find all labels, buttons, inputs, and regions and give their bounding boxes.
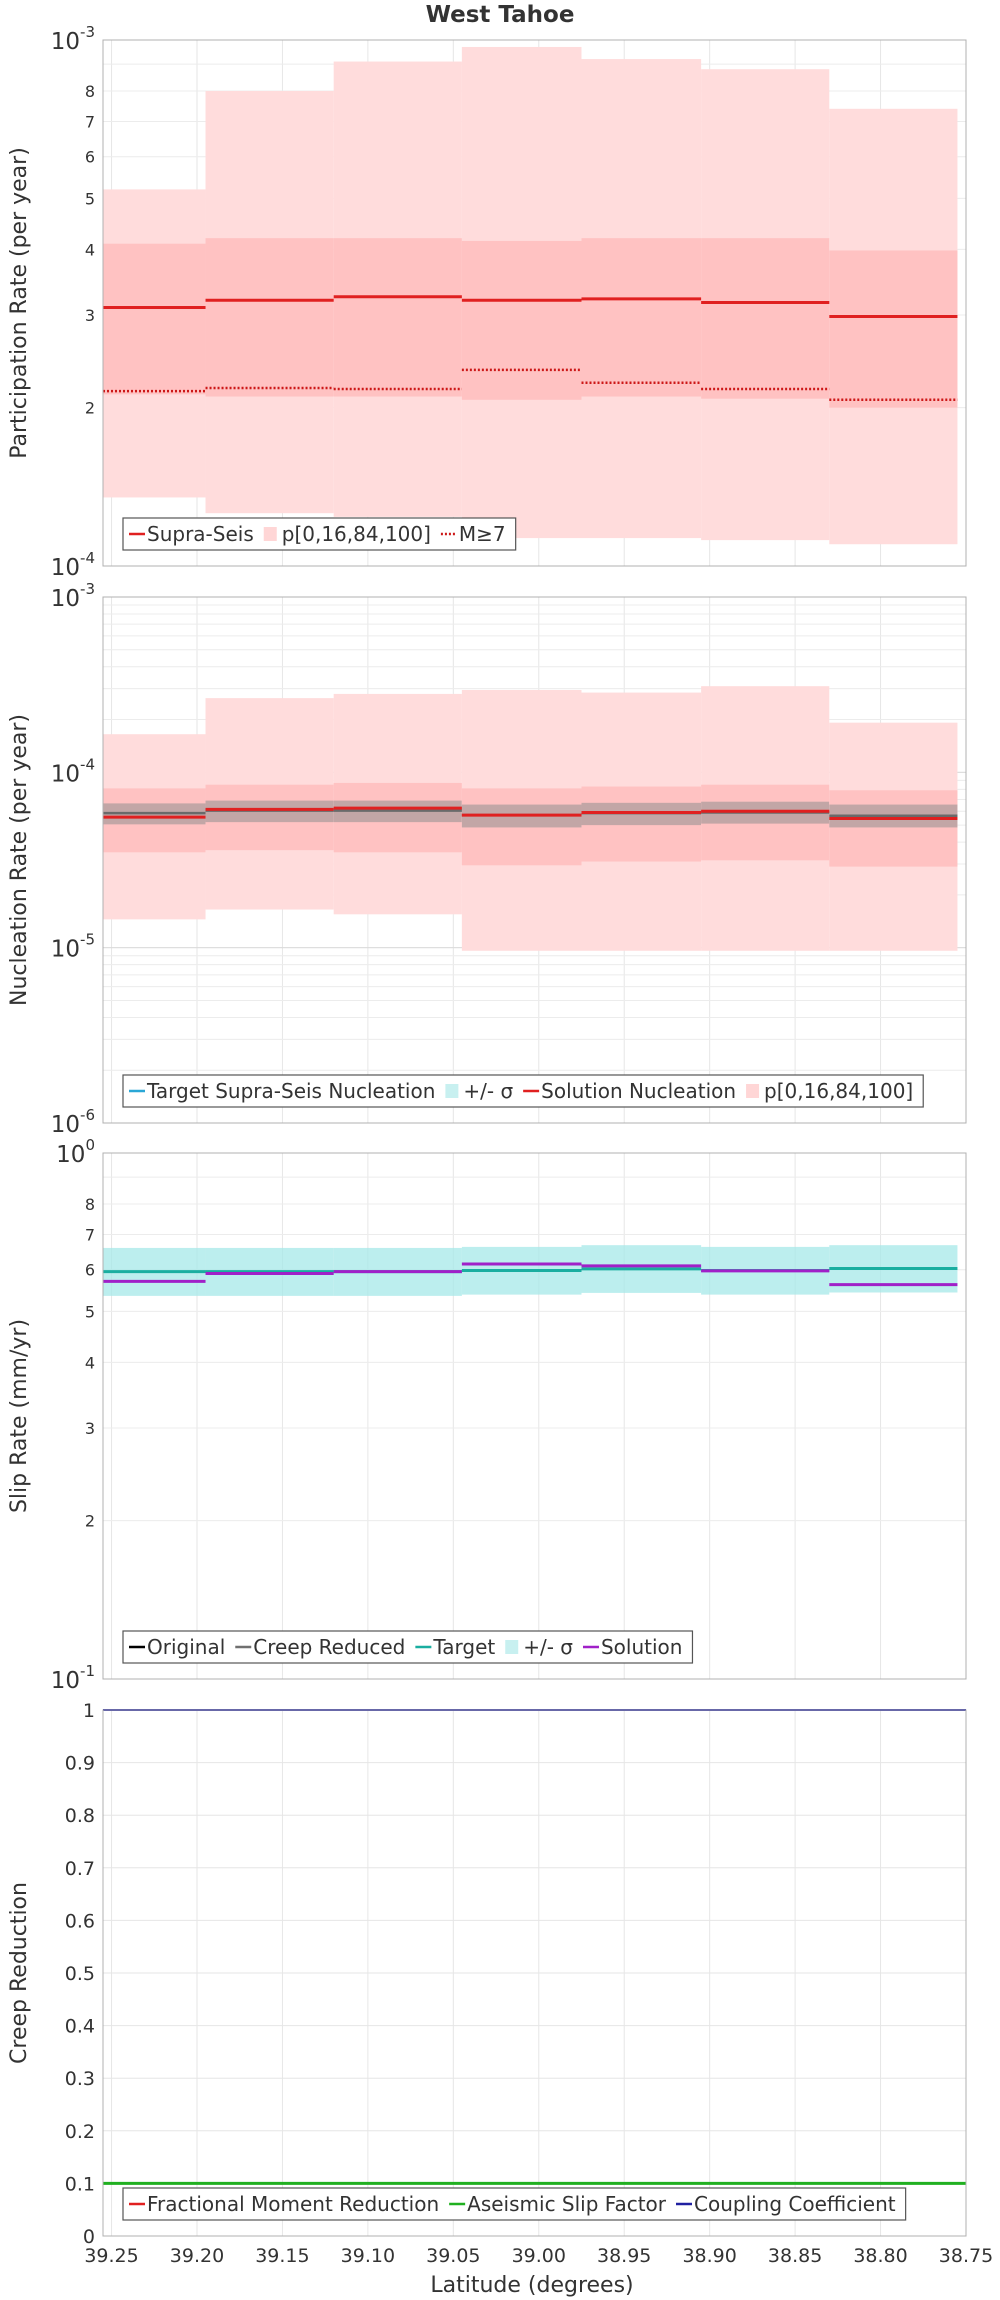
plot-frame	[102, 596, 967, 1124]
legend-label: Solution Nucleation	[541, 1079, 736, 1103]
x-tick-label: 39.25	[84, 2245, 138, 2267]
legend-label: Coupling Coefficient	[694, 2192, 896, 2216]
y-axis-label: Participation Rate (per year)	[7, 147, 32, 459]
legend-box	[122, 2187, 907, 2221]
legend-swatch	[445, 1084, 459, 1098]
percentile-band-inner	[333, 238, 462, 397]
y-axis-label: Creep Reduction	[7, 1882, 32, 2064]
legend-label: Solution	[601, 1635, 682, 1659]
y-tick-label: 7	[85, 1225, 95, 1244]
x-tick-label: 39.15	[255, 2245, 309, 2267]
legend-box	[122, 1074, 924, 1108]
legend-label: Target	[432, 1635, 495, 1659]
y-tick-label: 5	[85, 1302, 95, 1321]
y-tick-label: 0.8	[65, 1805, 95, 1827]
y-axis-label: Nucleation Rate (per year)	[7, 714, 32, 1006]
legend-label: Supra-Seis	[147, 522, 254, 546]
y-axis-label: Slip Rate (mm/yr)	[7, 1319, 32, 1513]
legend: Target Supra-Seis Nucleation +/- σ Solutio…	[122, 1074, 924, 1108]
y-tick-label: 3	[85, 1419, 95, 1438]
panel-4: 0 0.1 0.2 0.3 0.4 0.5 0.6 0.7 0.8 0.9 1 Creep Reduc…	[7, 1700, 967, 2248]
legend-swatch	[505, 1640, 519, 1654]
y-tick-label: 10-3	[51, 580, 95, 612]
y-tick-label: 2	[85, 399, 95, 418]
x-tick-label: 38.75	[939, 2245, 993, 2267]
legend-label: +/- σ	[463, 1079, 513, 1103]
y-tick-label: 1	[83, 1700, 95, 1722]
percentile-band-inner	[829, 790, 958, 867]
y-tick-label: 0	[83, 2226, 95, 2248]
percentile-band-inner	[701, 238, 830, 399]
legend: Original Creep Reduced Target +/- σ Solution	[122, 1630, 694, 1664]
plot-frame	[102, 1709, 967, 2237]
y-tick-label: 4	[85, 1353, 95, 1372]
legend-label: Aseismic Slip Factor	[467, 2192, 667, 2216]
panel-2: 10-6 10-5 10-4 10-3 Nucleation Rate (per yea…	[7, 580, 967, 1138]
legend-label: p[0,16,84,100]	[764, 1079, 913, 1103]
legend-label: Creep Reduced	[253, 1635, 405, 1659]
y-tick-label: 10-3	[51, 23, 95, 55]
plot-frame	[102, 1152, 967, 1680]
plot-area	[103, 1153, 966, 1679]
legend-label: p[0,16,84,100]	[282, 522, 431, 546]
x-tick-label: 38.90	[682, 2245, 736, 2267]
legend-swatch	[263, 527, 277, 541]
chart-title: West Tahoe	[426, 2, 575, 28]
y-tick-label: 10-4	[51, 755, 95, 787]
y-tick-label: 0.9	[65, 1753, 95, 1775]
y-tick-label: 4	[85, 240, 95, 259]
percentile-band-inner	[461, 240, 582, 400]
x-tick-label: 38.80	[853, 2245, 907, 2267]
legend-label: Original	[147, 1635, 225, 1659]
y-tick-label: 0.2	[65, 2121, 95, 2143]
percentile-band-inner	[103, 243, 206, 395]
x-tick-label: 39.05	[426, 2245, 480, 2267]
x-tick-label: 38.95	[597, 2245, 651, 2267]
y-tick-label: 8	[85, 1195, 95, 1214]
percentile-band-inner	[829, 250, 958, 408]
legend-label: M≥7	[459, 522, 506, 546]
y-tick-label: 8	[85, 82, 95, 101]
y-tick-label: 6	[85, 148, 95, 167]
percentile-band-inner	[581, 238, 702, 397]
legend-label: +/- σ	[523, 1635, 573, 1659]
y-tick-label: 10-1	[51, 1662, 95, 1694]
y-tick-label: 0.7	[65, 1858, 95, 1880]
y-tick-label: 0.3	[65, 2068, 95, 2090]
x-tick-label: 39.10	[341, 2245, 395, 2267]
plot-frame	[102, 39, 967, 567]
percentile-band-inner	[205, 238, 334, 397]
legend: Supra-Seis p[0,16,84,100] M≥7	[122, 517, 517, 551]
panel-1: 10-4 10-3 2 3 4 5 6 7 8 Participation Rate (per y…	[7, 23, 967, 581]
y-tick-label: 0.6	[65, 1910, 95, 1932]
y-tick-label: 0.4	[65, 2016, 95, 2038]
y-tick-label: 2	[85, 1512, 95, 1531]
x-tick-label: 39.00	[512, 2245, 566, 2267]
y-tick-label: 3	[85, 306, 95, 325]
legend-label: Target Supra-Seis Nucleation	[146, 1079, 435, 1103]
legend: Fractional Moment Reduction Aseismic Slip…	[122, 2187, 907, 2221]
legend-label: Fractional Moment Reduction	[147, 2192, 439, 2216]
y-tick-label: 100	[56, 1136, 95, 1168]
legend-swatch	[746, 1084, 760, 1098]
y-tick-label: 0.1	[65, 2173, 95, 2195]
panel-3: 10-1 100 2 3 4 5 6 7 8 Slip Rate (mm/yr) Original C…	[7, 1136, 967, 1694]
y-tick-label: 10-6	[51, 1106, 95, 1138]
y-tick-label: 7	[85, 112, 95, 131]
y-tick-label: 10-5	[51, 931, 95, 963]
y-tick-label: 0.5	[65, 1963, 95, 1985]
y-tick-label: 6	[85, 1261, 95, 1280]
x-tick-label: 38.85	[768, 2245, 822, 2267]
y-tick-label: 10-4	[51, 549, 95, 581]
x-tick-label: 39.20	[170, 2245, 224, 2267]
x-axis-label: Latitude (degrees)	[430, 2273, 633, 2298]
y-tick-label: 5	[85, 189, 95, 208]
